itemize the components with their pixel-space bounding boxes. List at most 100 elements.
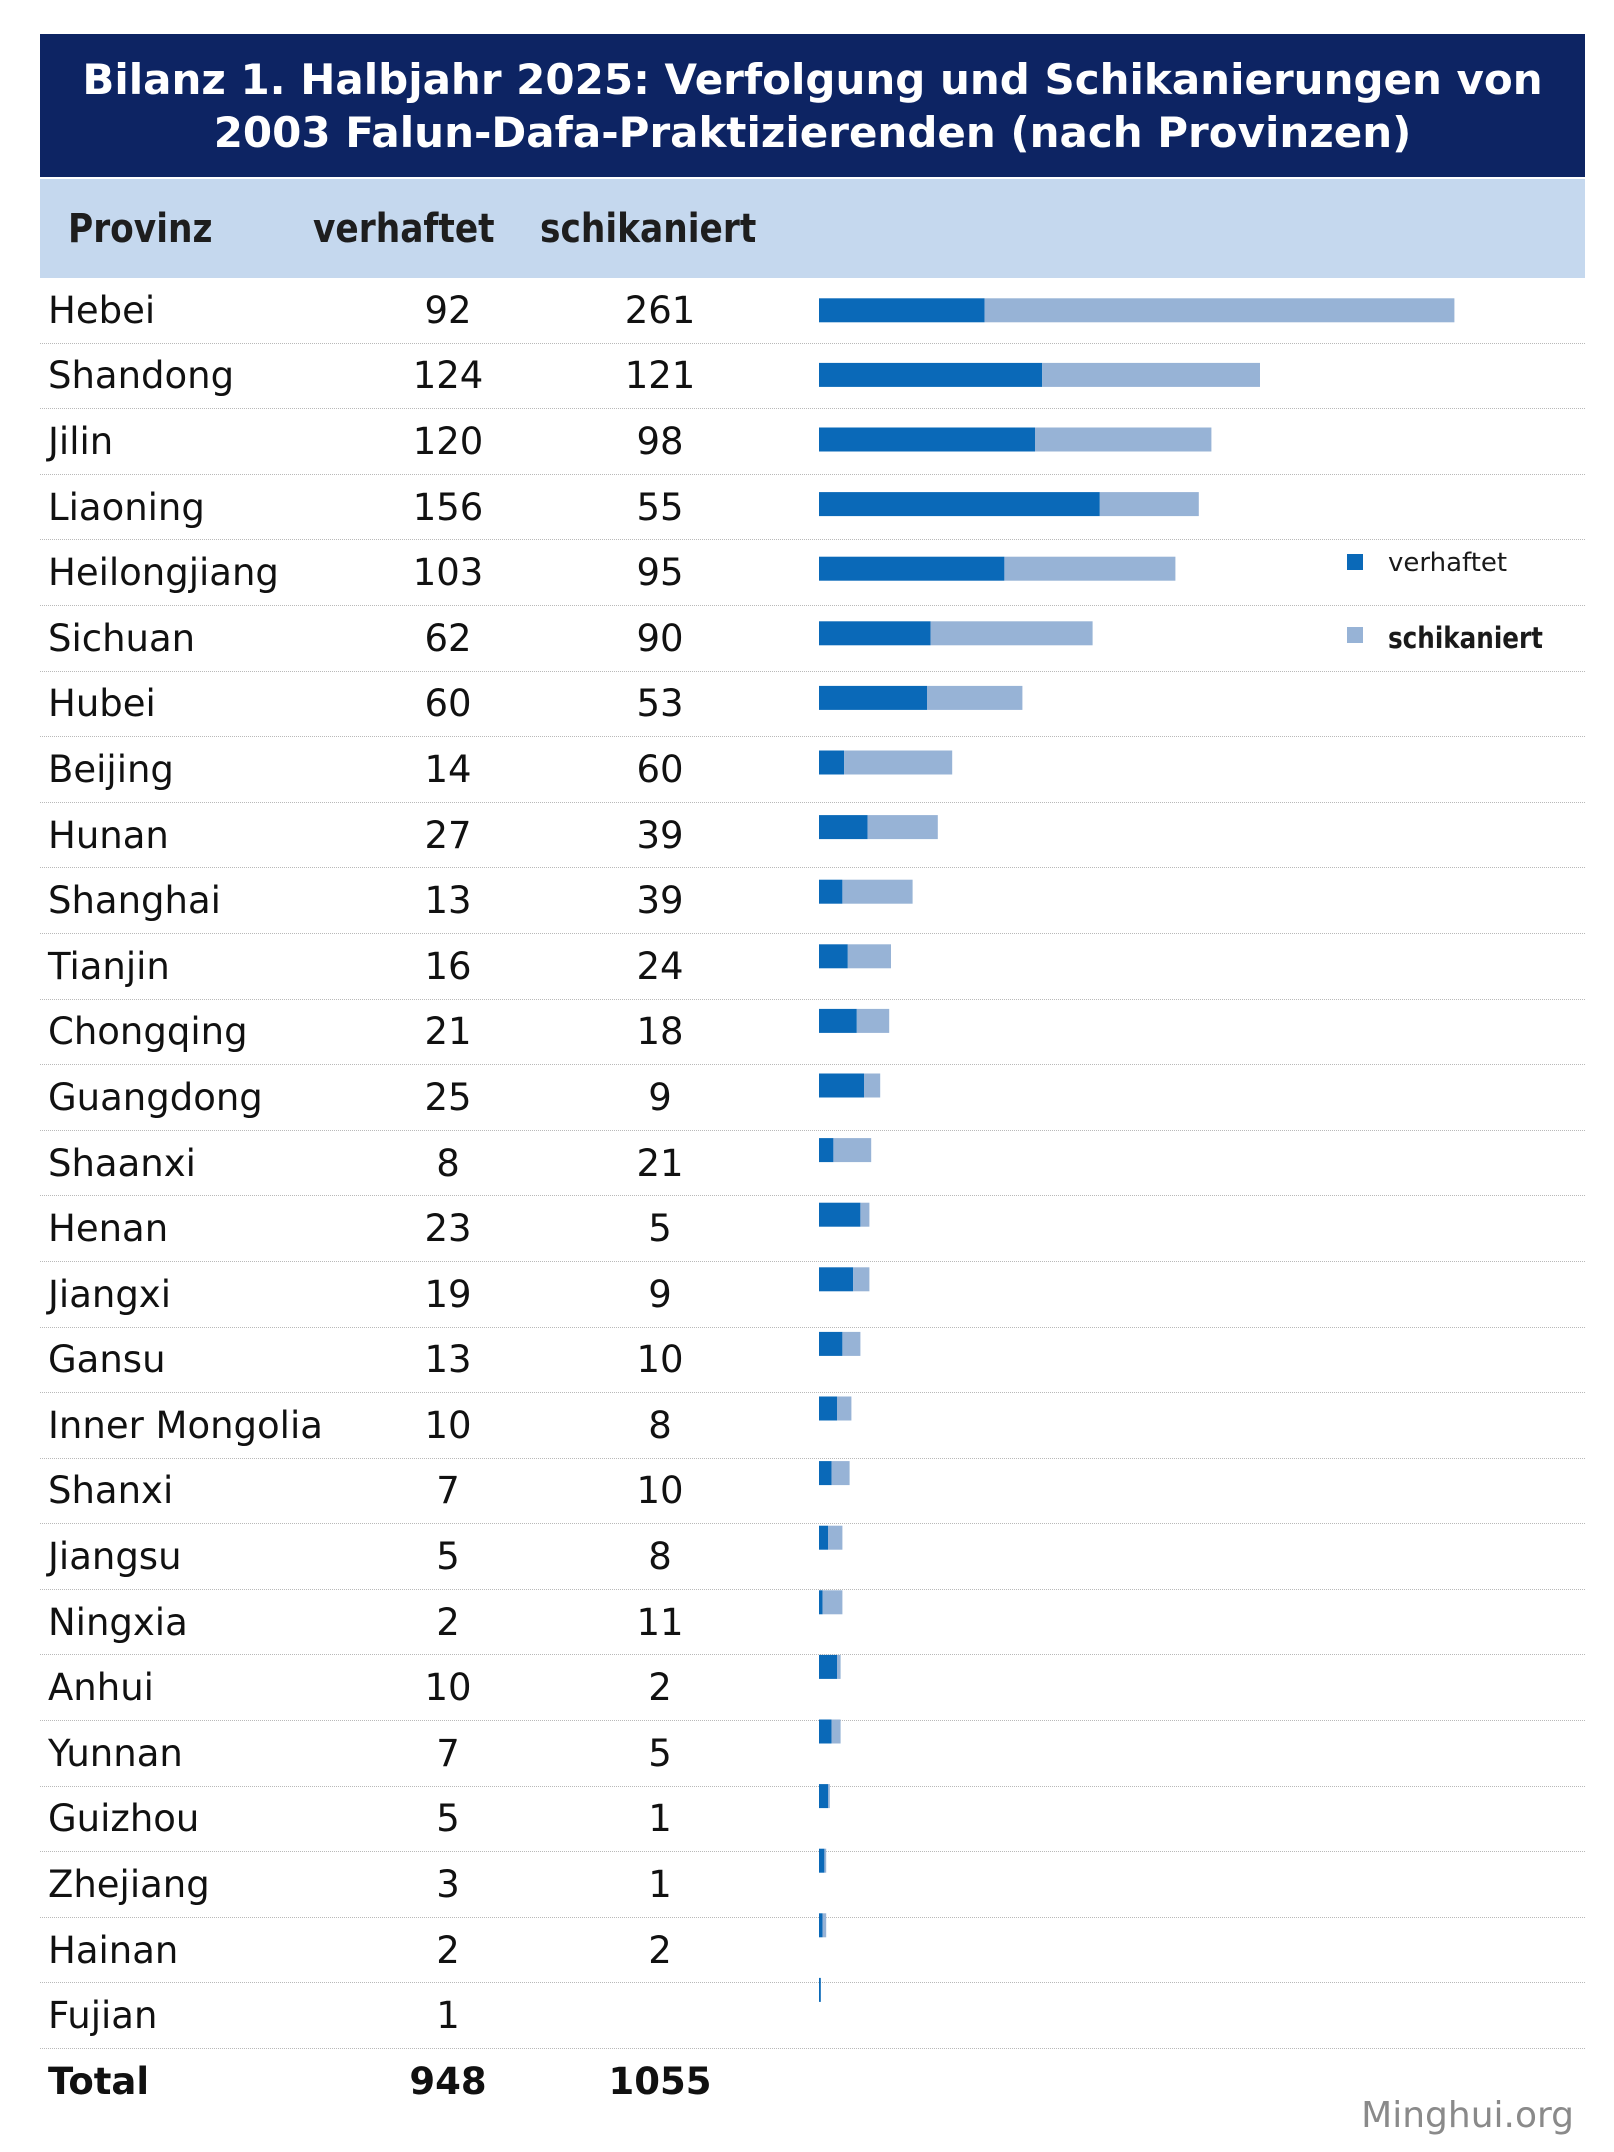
harassed-count: 2 [648, 1928, 672, 1972]
table-row: Shanxi 7 10 [40, 1459, 1585, 1525]
harassed-count: 10 [636, 1338, 684, 1382]
table-header [40, 179, 1585, 278]
province-name: Fujian [48, 1994, 158, 2038]
harassed-count [590, 1983, 730, 2048]
arrested-count: 21 [424, 1010, 472, 1054]
legend-label-arrested: verhaftet [1388, 548, 1508, 578]
table-row: Sichuan 62 90 [40, 606, 1585, 672]
province-name: Sichuan [48, 616, 196, 660]
arrested-count: 13 [424, 879, 472, 923]
harassed-count: 90 [636, 616, 684, 660]
province-name: Tianjin [48, 944, 170, 988]
table-row: Liaoning 156 55 [40, 475, 1585, 541]
arrested-count: 60 [424, 682, 472, 726]
chart-title-line-2: 2003 Falun-Dafa-Praktizierenden (nach Pr… [213, 107, 1412, 157]
table-row: Yunnan 7 5 [40, 1721, 1585, 1787]
province-name: Guangdong [48, 1075, 263, 1119]
harassed-count: 261 [624, 288, 696, 332]
table-row: Jiangxi 19 9 [40, 1262, 1585, 1328]
arrested-count: 92 [424, 288, 472, 332]
table-row: Shaanxi 8 21 [40, 1131, 1585, 1197]
arrested-count: 2 [436, 1600, 460, 1644]
province-name: Yunnan [48, 1731, 183, 1775]
table-row: Beijing 14 60 [40, 737, 1585, 803]
legend-label-harassed: schikaniert [1388, 621, 1543, 655]
arrested-count: 120 [412, 419, 484, 463]
province-name: Hubei [48, 682, 156, 726]
arrested-count: 5 [436, 1797, 460, 1841]
harassed-count: 39 [636, 879, 684, 923]
table-row: Hunan 27 39 [40, 803, 1585, 869]
harassed-count: 1 [648, 1863, 672, 1907]
table-row: Hainan 2 2 [40, 1918, 1585, 1984]
table-row: Guizhou 5 1 [40, 1787, 1585, 1853]
harassed-count: 1 [648, 1797, 672, 1841]
harassed-count: 39 [636, 813, 684, 857]
arrested-count: 25 [424, 1075, 472, 1119]
province-name: Hebei [48, 288, 156, 332]
table-row: Hubei 60 53 [40, 672, 1585, 738]
province-name: Jiangxi [48, 1272, 171, 1316]
arrested-count: 10 [424, 1403, 472, 1447]
province-name: Hunan [48, 813, 169, 857]
arrested-count: 1 [436, 1994, 460, 2038]
table-row: Jiangsu 5 8 [40, 1524, 1585, 1590]
province-name: Heilongjiang [48, 551, 279, 595]
table-row: Guangdong 25 9 [40, 1065, 1585, 1131]
table-row: Shanghai 13 39 [40, 868, 1585, 934]
total-harassed: 1055 [608, 2059, 712, 2103]
header-province: Provinz [68, 205, 213, 252]
province-name: Gansu [48, 1338, 166, 1382]
province-name: Inner Mongolia [48, 1403, 323, 1447]
table-row: Henan 23 5 [40, 1196, 1585, 1262]
total-row: Total 948 1055 [40, 2049, 1585, 2114]
arrested-count: 27 [424, 813, 472, 857]
total-label: Total [48, 2059, 150, 2103]
table-row: Tianjin 16 24 [40, 934, 1585, 1000]
watermark: Minghui.org [1361, 2095, 1574, 2136]
header-arrested: verhaftet [313, 205, 495, 252]
table-row: Ningxia 2 11 [40, 1590, 1585, 1656]
table-row: Hebei 92 261 [40, 278, 1585, 344]
arrested-count: 124 [412, 354, 484, 398]
header-harassed: schikaniert [540, 205, 757, 252]
province-name: Zhejiang [48, 1863, 210, 1907]
province-name: Ningxia [48, 1600, 188, 1644]
harassed-count: 121 [624, 354, 696, 398]
harassed-count: 8 [648, 1535, 672, 1579]
arrested-count: 103 [412, 551, 484, 595]
province-name: Jilin [48, 419, 114, 463]
province-name: Guizhou [48, 1797, 200, 1841]
table-row: Jilin 120 98 [40, 409, 1585, 475]
table-row: Gansu 13 10 [40, 1328, 1585, 1394]
table-row: Zhejiang 3 1 [40, 1852, 1585, 1918]
table-body: Hebei 92 261 Shandong 124 121 Jilin 120 98 Liaoni… [40, 278, 1585, 2114]
table-row: Shandong 124 121 [40, 344, 1585, 410]
harassed-count: 9 [648, 1075, 672, 1119]
harassed-count: 5 [648, 1207, 672, 1251]
harassed-count: 9 [648, 1272, 672, 1316]
province-name: Henan [48, 1207, 169, 1251]
arrested-count: 14 [424, 747, 472, 791]
arrested-count: 62 [424, 616, 472, 660]
harassed-count: 18 [636, 1010, 684, 1054]
province-name: Jiangsu [48, 1535, 182, 1579]
harassed-count: 60 [636, 747, 684, 791]
province-name: Shanxi [48, 1469, 174, 1513]
province-name: Shaanxi [48, 1141, 196, 1185]
arrested-count: 23 [424, 1207, 472, 1251]
harassed-count: 53 [636, 682, 684, 726]
arrested-count: 7 [436, 1469, 460, 1513]
arrested-count: 16 [424, 944, 472, 988]
province-name: Liaoning [48, 485, 205, 529]
arrested-count: 19 [424, 1272, 472, 1316]
harassed-count: 98 [636, 419, 684, 463]
harassed-count: 5 [648, 1731, 672, 1775]
harassed-count: 8 [648, 1403, 672, 1447]
table-row: Chongqing 21 18 [40, 1000, 1585, 1066]
table-row: Fujian 1 [40, 1983, 1585, 2050]
table-row: Inner Mongolia 10 8 [40, 1393, 1585, 1459]
arrested-count: 2 [436, 1928, 460, 1972]
province-name: Beijing [48, 747, 174, 791]
harassed-count: 2 [648, 1666, 672, 1710]
